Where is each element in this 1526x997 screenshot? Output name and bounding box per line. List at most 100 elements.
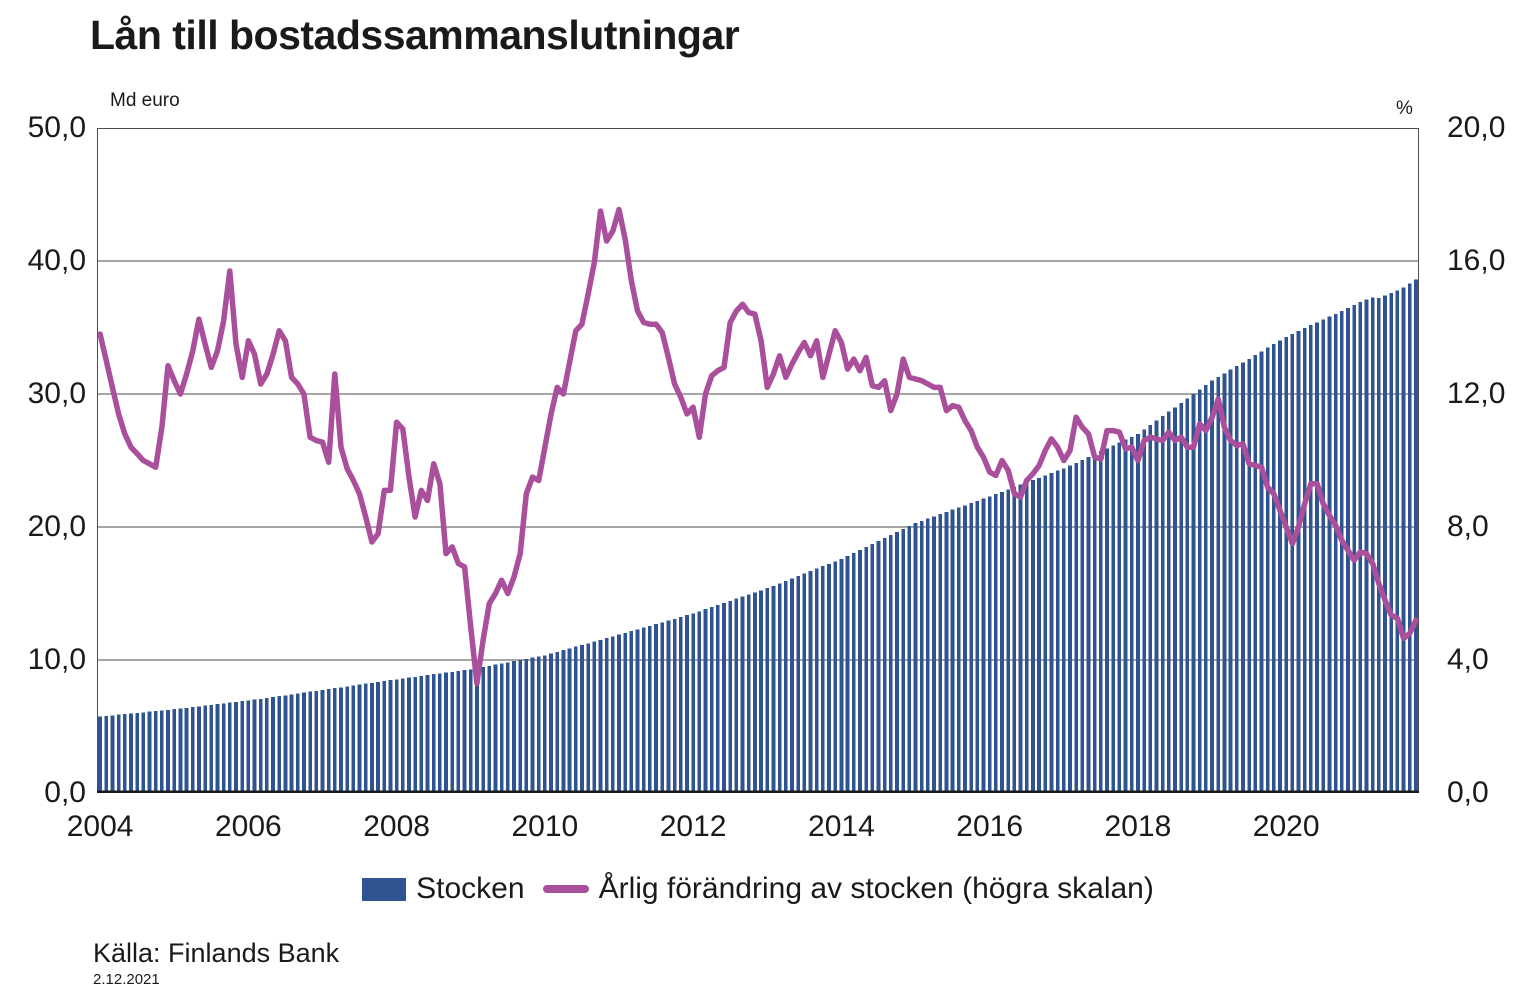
bar-month [1204, 385, 1208, 793]
bar-month [882, 537, 887, 793]
bar-month [160, 710, 164, 793]
plot-area [97, 128, 1419, 794]
bar-month [821, 566, 825, 793]
bar-month [567, 648, 572, 793]
bar-month [598, 639, 603, 793]
bar-month [234, 702, 238, 793]
bar-month [481, 666, 485, 793]
bar-month [339, 687, 343, 793]
bar-month [209, 704, 214, 793]
bar-month [357, 684, 362, 793]
x-axis-tick-label: 2018 [1104, 810, 1172, 843]
bar-month [1377, 298, 1381, 793]
bar-series-swatch [362, 877, 407, 901]
bar-month [1154, 420, 1159, 793]
bar-month [1253, 355, 1258, 793]
bar-month [1166, 411, 1171, 793]
bar-month [1086, 456, 1091, 793]
bar-series-stocken [98, 279, 1418, 794]
bar-month [888, 534, 893, 793]
chart-title: Lån till bostadssammanslutningar [90, 12, 740, 58]
bar-month [326, 688, 331, 793]
bar-month [580, 644, 584, 793]
bar-month [876, 540, 881, 793]
bar-month [382, 681, 387, 793]
bar-month [1315, 322, 1319, 793]
bar-month [505, 662, 510, 793]
bar-month [734, 598, 739, 793]
bar-month [932, 516, 936, 793]
bar-month [944, 511, 949, 793]
bar-month [802, 573, 807, 793]
bar-month [938, 514, 943, 793]
bar-month [135, 712, 139, 793]
bar-month [1284, 336, 1289, 793]
bar-month [1241, 362, 1245, 793]
bar-month [543, 655, 547, 793]
bar-month [975, 500, 980, 793]
right-axis-tick-label: 8,0 [1447, 510, 1489, 543]
bar-month [1185, 398, 1190, 793]
bar-month [1055, 470, 1060, 793]
right-axis-tick-label: 4,0 [1447, 643, 1489, 676]
bar-month [561, 650, 566, 793]
bar-month [709, 607, 714, 793]
bar-month [1037, 477, 1041, 793]
bar-month [1117, 442, 1122, 793]
bar-month [203, 705, 207, 793]
left-axis-tick-label: 40,0 [27, 244, 86, 277]
bar-month [833, 561, 838, 793]
bar-month [592, 641, 597, 793]
bar-month [283, 695, 288, 793]
bar-month [308, 691, 312, 793]
bar-month [302, 692, 306, 793]
x-axis-tick-label: 2016 [956, 810, 1024, 843]
bar-month [654, 624, 658, 793]
bar-month [104, 715, 109, 793]
bar-month [753, 592, 757, 793]
line-series-arlig-forandring [97, 206, 1419, 687]
bar-month [666, 620, 671, 793]
bar-month [370, 682, 374, 793]
bar-month [919, 520, 924, 793]
bar-month [419, 675, 424, 793]
bar-month [1414, 279, 1418, 793]
bar-month [858, 549, 862, 793]
bar-month [351, 685, 356, 793]
bar-month [691, 613, 695, 793]
bar-month [1129, 436, 1134, 793]
right-axis-tick-label: 20,0 [1447, 111, 1506, 144]
bar-month [512, 661, 516, 793]
bar-month [314, 690, 319, 793]
bar-month [629, 631, 634, 793]
bar-month [462, 670, 467, 793]
bar-month [400, 678, 405, 793]
bar-month [1012, 487, 1017, 793]
bar-month [246, 700, 251, 793]
bar-month [141, 712, 146, 793]
line-series-swatch [542, 885, 589, 893]
bar-month [1296, 331, 1301, 793]
bar-month [1383, 295, 1387, 793]
line-series-label: Årlig förändring av stocken (högra skala… [598, 872, 1154, 905]
bar-month [1228, 369, 1233, 793]
bar-month [475, 668, 479, 793]
bar-month [981, 498, 986, 793]
bar-month [913, 523, 918, 793]
bar-month [1352, 305, 1356, 793]
x-axis-tick-label: 2008 [363, 810, 430, 843]
left-axis-tick-label: 50,0 [27, 111, 86, 144]
bar-month [332, 688, 337, 793]
bar-month [1407, 283, 1412, 793]
bar-month [227, 702, 232, 793]
bar-month [1197, 389, 1202, 793]
bar-month [1216, 376, 1221, 793]
bar-month [1160, 416, 1165, 793]
bar-month [1099, 451, 1103, 793]
bar-month [1043, 475, 1048, 793]
bar-month [722, 602, 726, 793]
bar-month [685, 615, 689, 793]
bar-month [320, 689, 325, 793]
bar-month [1049, 473, 1054, 793]
bar-month [1309, 325, 1313, 793]
